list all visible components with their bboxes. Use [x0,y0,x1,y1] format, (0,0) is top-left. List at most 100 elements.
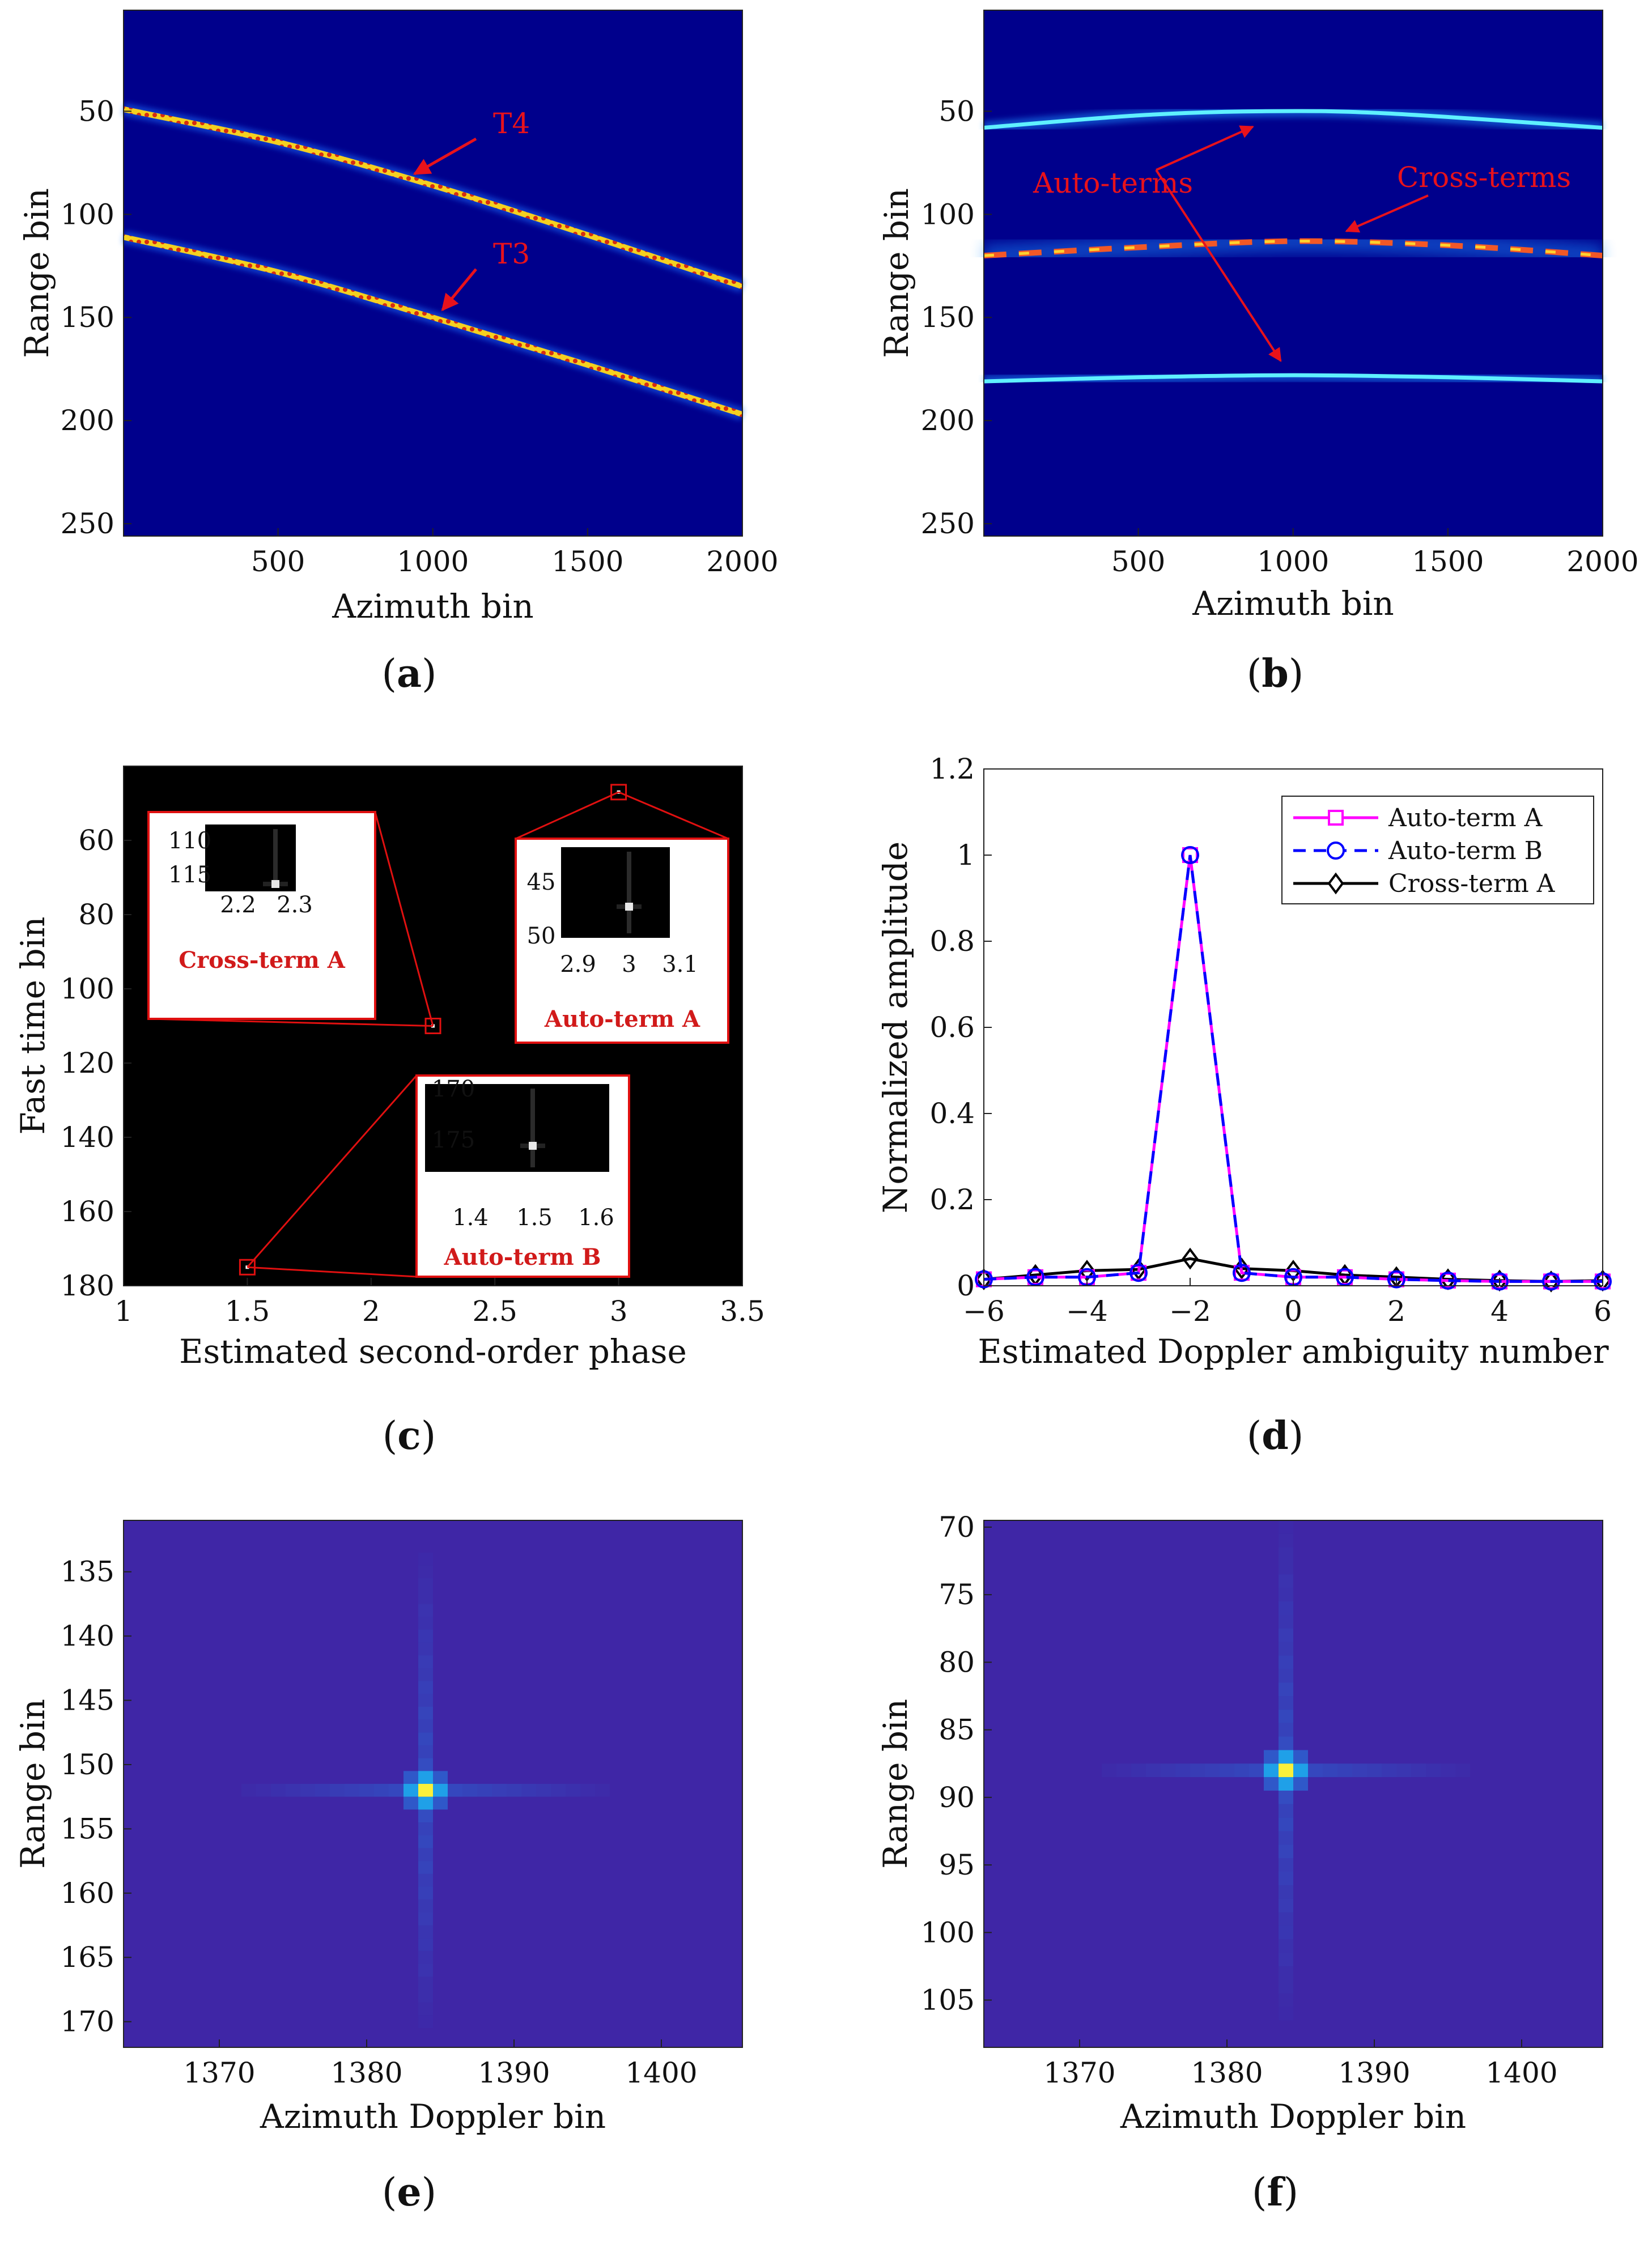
sidelobe-cell [418,1989,433,2003]
sidelobe-cell [1279,1872,1293,1885]
sidelobe-cell [418,1964,433,1977]
panel-b-xtick-label: 500 [1111,545,1165,578]
panel-a-ytick-label: 50 [78,95,114,128]
sidelobe-cell [418,1822,433,1835]
inset-connector [148,1018,434,1027]
panel-c-ytick-label: 60 [78,824,114,857]
panel-e-xtick-label: 1370 [183,2056,255,2089]
sidelobe-cell [418,1732,433,1745]
inset-connector [247,1075,418,1268]
data-point [1387,1270,1405,1289]
track-t4 [122,106,744,290]
mainlobe-cell [404,1771,418,1784]
mainlobe-cell [1293,1777,1308,1791]
sidelobe-cell [418,1668,433,1681]
sidelobe-cell [418,1655,433,1668]
panel-f-ytick-label: 70 [938,1511,975,1544]
panel-c-xtick-label: 2 [362,1295,380,1328]
panel-a-caption: (a) [381,651,436,696]
data-point [1026,1268,1044,1286]
mainlobe-cell [433,1771,448,1784]
panel-a-ytick-label: 150 [61,301,114,334]
panel-f: 1370 1380 1390 1400 70 75 80 85 90 95 100 105 Azimu… [876,1511,1603,2215]
panel-a-xtick-label: 500 [251,545,305,578]
sidelobe-cell [418,1552,433,1566]
panel-c-ytick-label: 160 [61,1195,114,1228]
inset-label: Auto-term A [544,1006,700,1032]
auto-term-curve [983,373,1603,384]
data-point [1182,1247,1199,1270]
mainlobe-cell [433,1796,448,1810]
legend-marker [1328,810,1344,826]
sidelobe-cell [1279,1912,1293,1926]
sidelobe-cell [241,1784,256,1797]
mainlobe-cell [1293,1763,1308,1778]
mainlobe-cell [418,1796,433,1810]
sidelobe-cell [1279,1601,1293,1615]
inset-label: Auto-term B [444,1244,601,1270]
panel-d-ytick-label: 1.2 [929,753,975,785]
auto-term-curve [983,109,1603,130]
annotation-arrow [1156,125,1254,171]
inset-connector [618,791,729,840]
sidelobe-cell [418,1578,433,1591]
annotation-arrow [1345,194,1429,233]
sidelobe-cell [1116,1763,1131,1778]
panel-e-ytick-label: 170 [61,2005,114,2038]
sidelobe-cell [448,1784,462,1797]
inset-ytick-label: 110 [168,828,211,854]
panel-d-ytick-label: 0 [957,1269,975,1302]
sidelobe-cell [1279,1804,1293,1818]
panel-d-ytick-label: 1 [957,839,975,872]
panel-d-xtick-label: 6 [1594,1295,1612,1328]
inset-peak [529,1142,537,1150]
panel-d-xtick-label: 4 [1490,1295,1509,1328]
inset-peak-vstreak [530,1089,535,1167]
sidelobe-cell [418,1912,433,1926]
sidelobe-cell [566,1784,580,1797]
sidelobe-cell [551,1784,566,1797]
legend-marker [1327,872,1344,895]
mainlobe-cell [1264,1763,1279,1778]
sidelobe-cell [359,1784,374,1797]
sidelobe-cell [300,1784,315,1797]
sidelobe-cell [1352,1763,1367,1778]
panel-d-ytick-label: 0.4 [929,1097,975,1130]
sidelobe-cell [418,1977,433,1990]
panel-b-xtick-label: 1500 [1412,545,1484,578]
sidelobe-cell [1279,1979,1293,1994]
sidelobe-cell [418,1950,433,1964]
sidelobe-cell [418,2002,433,2016]
panel-a-xlabel: Azimuth bin [332,587,533,626]
cross-term-halo [983,230,1604,267]
panel-b-caption: (b) [1247,651,1304,696]
panel-c: 1 1.5 2 2.5 3 3.5 60 80 100 120 140 160 180 2.2 2.3 11… [14,766,765,1459]
sidelobe-cell [1279,1885,1293,1899]
sidelobe-cell [1396,1763,1411,1778]
sidelobe-cell [418,1629,433,1643]
sidelobe-cell [418,1642,433,1656]
panel-f-ytick-label: 90 [938,1781,975,1814]
sidelobe-cell [1279,1723,1293,1737]
sidelobe-cell [418,1758,433,1771]
sidelobe-cell [418,1835,433,1848]
sidelobe-cell [1279,1655,1293,1669]
inset-peak-vstreak [273,829,278,887]
sidelobe-cell [1426,1763,1441,1778]
peak-cell [1279,1763,1293,1778]
inset-xtick-label: 2.2 [220,892,256,918]
sidelobe-cell [1279,1736,1293,1750]
panel-b-ytick-label: 250 [921,507,975,540]
sidelobe-cell [1249,1763,1264,1778]
sidelobe-cell [1279,1858,1293,1872]
data-point [1542,1272,1560,1291]
panel-e-ytick-label: 135 [61,1556,114,1588]
panel-e-xtick-label: 1380 [330,2056,402,2089]
panel-f-ytick-label: 85 [938,1714,975,1746]
sidelobe-cell [418,1745,433,1758]
inset-connector [515,791,619,840]
sidelobe-cell [1279,1682,1293,1696]
panel-b-plot-area [984,10,1603,536]
sidelobe-cell [418,2015,433,2028]
inset-xtick-label: 1.5 [516,1205,553,1231]
